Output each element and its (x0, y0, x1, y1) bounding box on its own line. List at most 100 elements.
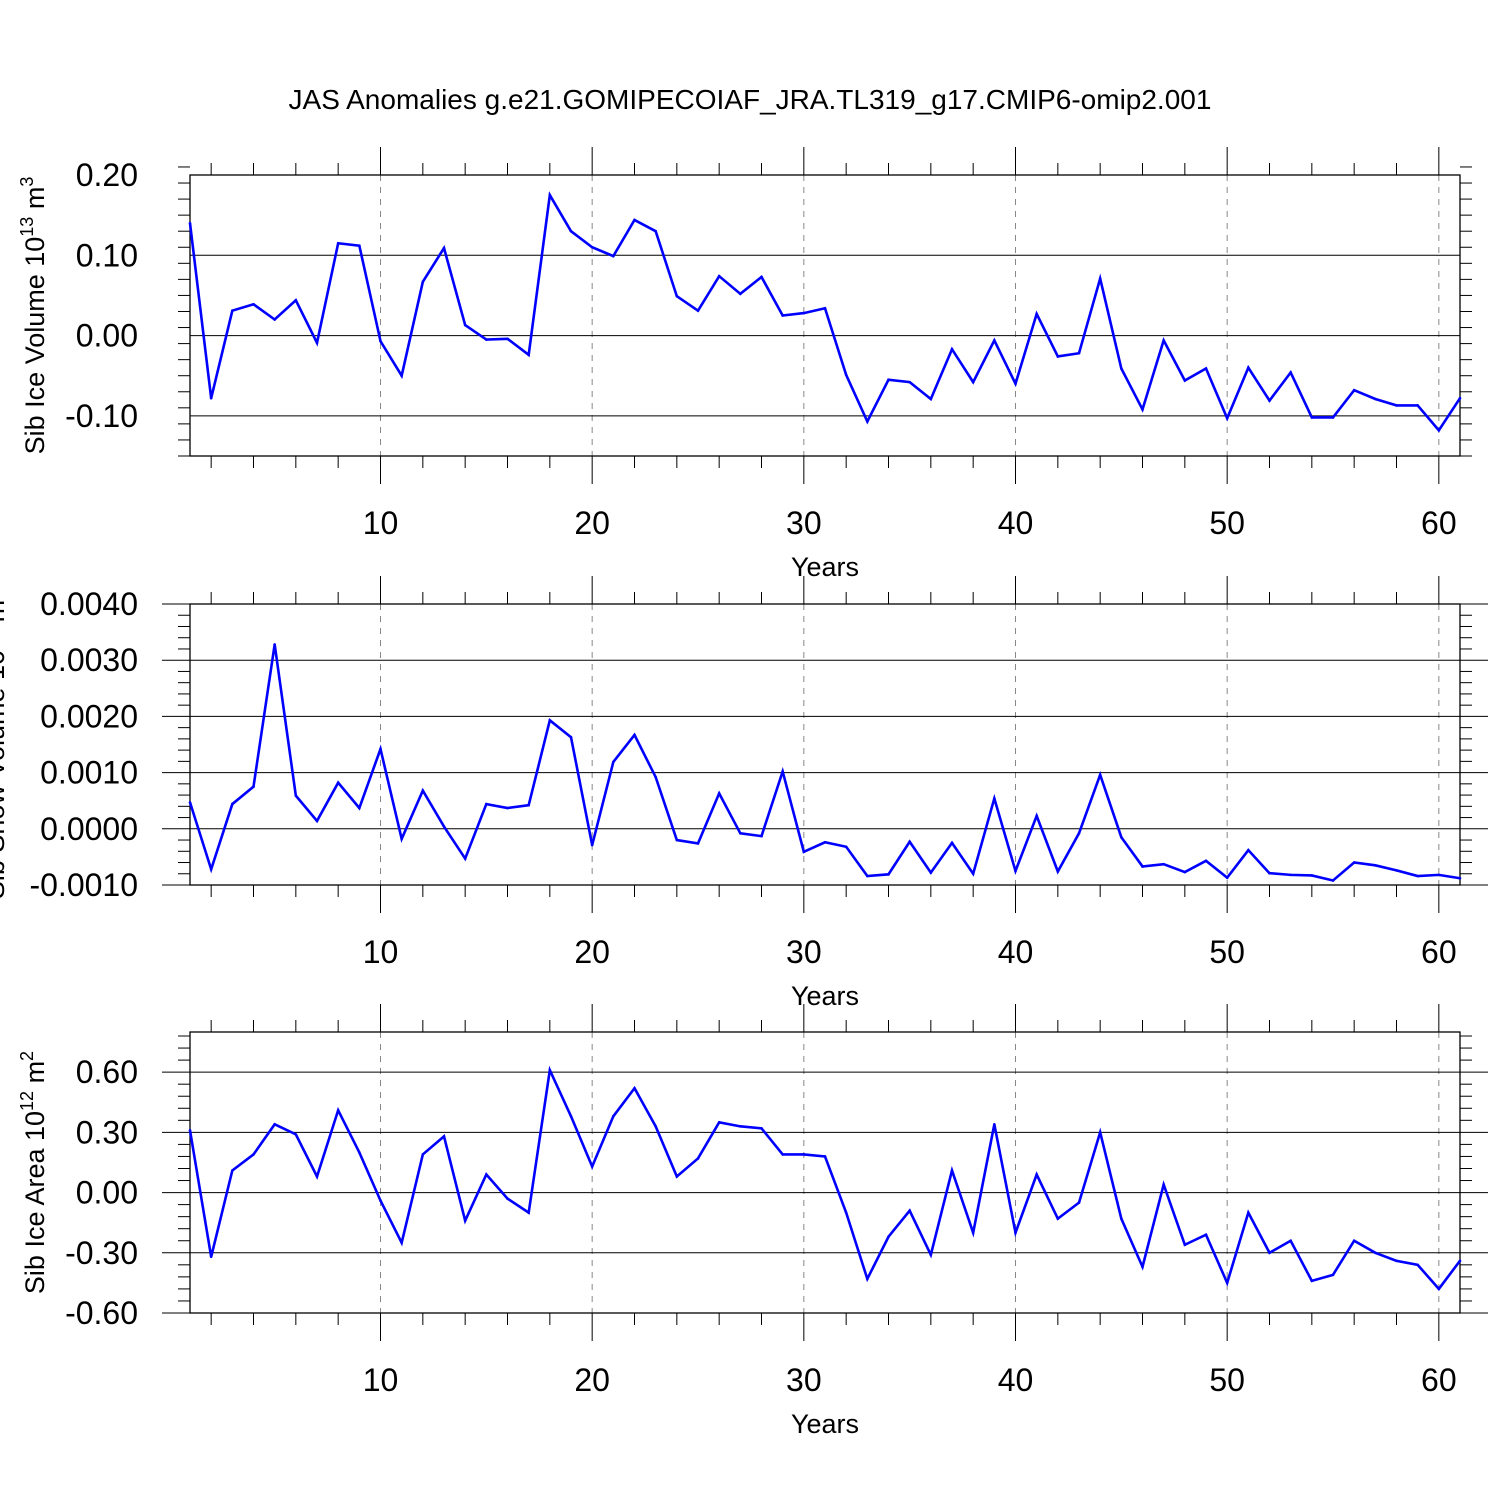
data-point (252, 1153, 255, 1156)
data-point (654, 1125, 657, 1128)
data-point (1098, 1131, 1102, 1134)
data-point (844, 1211, 848, 1214)
x-axis-label: Years (791, 552, 859, 582)
data-point (336, 781, 340, 785)
y-axis-label: Sib Ice Volume 1013 m3 (17, 177, 50, 455)
data-point (908, 380, 911, 384)
data-point (548, 193, 552, 197)
data-point (1014, 1231, 1017, 1235)
y-tick-label: 0.30 (76, 1114, 138, 1150)
data-point (1120, 835, 1123, 839)
data-point (209, 1255, 213, 1259)
x-axis-label: Years (791, 981, 859, 1011)
data-point (400, 837, 403, 841)
data-point (1225, 1281, 1229, 1285)
data-point (1014, 382, 1017, 386)
data-point (1183, 379, 1187, 382)
data-point (252, 785, 255, 788)
data-point (993, 1123, 996, 1126)
data-point (1352, 861, 1356, 864)
data-point (569, 229, 573, 233)
data-point (950, 347, 954, 351)
data-point (866, 1277, 869, 1281)
x-tick-label: 30 (786, 1362, 822, 1398)
y-tick-label: 0.10 (76, 237, 138, 273)
data-point (887, 873, 890, 876)
data-point (929, 871, 933, 874)
x-tick-label: 30 (786, 505, 822, 541)
data-point (781, 1153, 784, 1156)
x-tick-label: 10 (363, 505, 399, 541)
data-point (1098, 773, 1102, 777)
data-point (506, 806, 509, 810)
data-point (188, 221, 192, 225)
data-point (633, 733, 636, 737)
data-point (231, 1169, 234, 1172)
data-point (612, 1115, 615, 1118)
data-point (273, 643, 276, 646)
data-point (485, 338, 488, 341)
x-tick-label: 50 (1209, 505, 1245, 541)
data-point (675, 838, 679, 842)
data-point (1162, 1183, 1165, 1186)
data-point (315, 341, 319, 345)
data-point (844, 373, 848, 377)
data-point (1120, 1217, 1123, 1220)
data-point (760, 834, 763, 838)
data-point (590, 245, 594, 249)
data-point (1162, 862, 1165, 866)
data-point (612, 254, 615, 258)
data-point (1458, 396, 1462, 400)
y-tick-label: -0.30 (65, 1235, 138, 1271)
data-point (294, 1133, 298, 1136)
data-point (1162, 339, 1165, 342)
data-point (1437, 873, 1441, 877)
data-point (781, 314, 784, 317)
data-point (1416, 1263, 1419, 1267)
data-point (336, 241, 340, 245)
data-point (929, 397, 933, 401)
data-point (696, 842, 700, 845)
data-point (1268, 1251, 1271, 1255)
data-point (1374, 397, 1377, 401)
data-point (1395, 869, 1398, 872)
data-point (802, 850, 806, 854)
data-point (231, 802, 234, 806)
data-point (421, 1153, 425, 1156)
data-point (569, 735, 573, 739)
data-point (590, 1165, 594, 1168)
data-point (463, 857, 467, 860)
data-point (781, 770, 784, 773)
chart-panel-1: -0.10 0.00 0.10 0.20 10 20 30 40 50 60 Years Sib Ic… (17, 147, 1472, 582)
data-point (442, 246, 446, 250)
data-point (717, 274, 721, 278)
data-point (358, 1151, 361, 1154)
data-point (442, 1135, 446, 1138)
data-point (1289, 371, 1292, 374)
data-point (209, 867, 213, 871)
data-point (1056, 355, 1060, 358)
x-tick-label: 60 (1421, 505, 1457, 541)
x-tick-label: 60 (1421, 934, 1457, 970)
data-point (569, 1115, 573, 1118)
chart-title: JAS Anomalies g.e21.GOMIPECOIAF_JRA.TL31… (288, 84, 1212, 115)
data-point (1204, 367, 1208, 370)
x-tick-label: 30 (786, 934, 822, 970)
x-tick-label: 40 (998, 505, 1034, 541)
data-point (929, 1253, 933, 1257)
data-point (739, 1125, 742, 1128)
chart-panel-3: -0.60 -0.30 0.00 0.30 0.60 10 20 30 40 50 60 Years S… (17, 1004, 1488, 1439)
data-point (1395, 404, 1398, 407)
data-point (739, 831, 742, 835)
data-point (1289, 873, 1292, 877)
data-point (1331, 879, 1335, 882)
data-point (612, 760, 615, 764)
data-point (844, 845, 848, 849)
data-point (654, 229, 657, 233)
plot-frame (189, 603, 1461, 886)
data-point (739, 292, 742, 296)
data-point (950, 841, 954, 845)
data-point (548, 1068, 552, 1072)
y-tick-label: 0.00 (76, 1175, 138, 1211)
